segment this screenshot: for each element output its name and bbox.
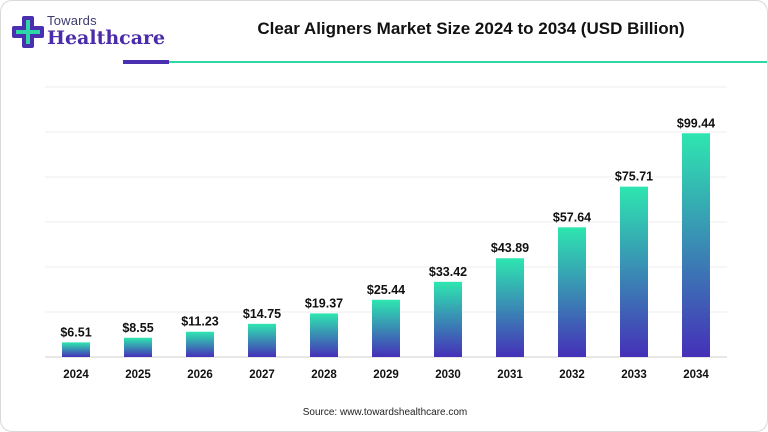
value-label-2032: $57.64 — [553, 210, 591, 224]
cross-logo-icon — [12, 16, 44, 48]
header-rule — [169, 61, 767, 63]
value-label-2025: $8.55 — [122, 321, 153, 335]
value-label-2029: $25.44 — [367, 283, 405, 297]
value-label-2028: $19.37 — [305, 296, 343, 310]
x-tick-2029: 2029 — [373, 369, 399, 381]
x-tick-2028: 2028 — [311, 369, 337, 381]
bar-chart: $6.51 $8.55 $11.23 $14.75 $19.37 $25.44 $33.42… — [45, 86, 727, 381]
bars — [62, 133, 710, 357]
bar-2033 — [620, 186, 648, 357]
brand-name-line1: Towards — [47, 13, 97, 28]
x-tick-2026: 2026 — [187, 369, 213, 381]
bar-2034 — [682, 133, 710, 357]
bar-2030 — [434, 281, 462, 357]
source-note: Source: www.towardshealthcare.com — [302, 407, 468, 418]
value-labels: $6.51 $8.55 $11.23 $14.75 $19.37 $25.44 $33.42… — [60, 116, 715, 339]
bar-2031 — [496, 258, 524, 357]
brand-name-line2: Healthcare — [47, 27, 166, 49]
value-label-2026: $11.23 — [181, 315, 219, 329]
value-label-2034: $99.44 — [677, 116, 715, 130]
bar-2032 — [558, 227, 586, 357]
header-rule-accent — [123, 60, 169, 64]
x-tick-2032: 2032 — [559, 369, 585, 381]
x-tick-labels: 2024 2025 2026 2027 2028 2029 2030 2031 2032 2033… — [63, 369, 709, 381]
chart-title: Clear Aligners Market Size 2024 to 2034 … — [257, 19, 685, 38]
bar-2024 — [62, 342, 90, 357]
x-tick-2031: 2031 — [497, 369, 523, 381]
bar-2027 — [248, 323, 276, 357]
bar-2025 — [124, 337, 152, 357]
bar-2029 — [372, 299, 400, 357]
x-tick-2033: 2033 — [621, 369, 647, 381]
value-label-2027: $14.75 — [243, 307, 281, 321]
bar-2026 — [186, 331, 214, 357]
value-label-2033: $75.71 — [615, 170, 653, 184]
x-tick-2025: 2025 — [125, 369, 151, 381]
x-tick-2024: 2024 — [63, 369, 89, 381]
x-tick-2027: 2027 — [249, 369, 275, 381]
bar-2028 — [310, 313, 338, 357]
value-label-2024: $6.51 — [60, 325, 91, 339]
value-label-2031: $43.89 — [491, 241, 529, 255]
x-tick-2034: 2034 — [683, 369, 709, 381]
x-tick-2030: 2030 — [435, 369, 461, 381]
value-label-2030: $33.42 — [429, 265, 467, 279]
brand-logo: Towards Healthcare — [11, 11, 165, 55]
